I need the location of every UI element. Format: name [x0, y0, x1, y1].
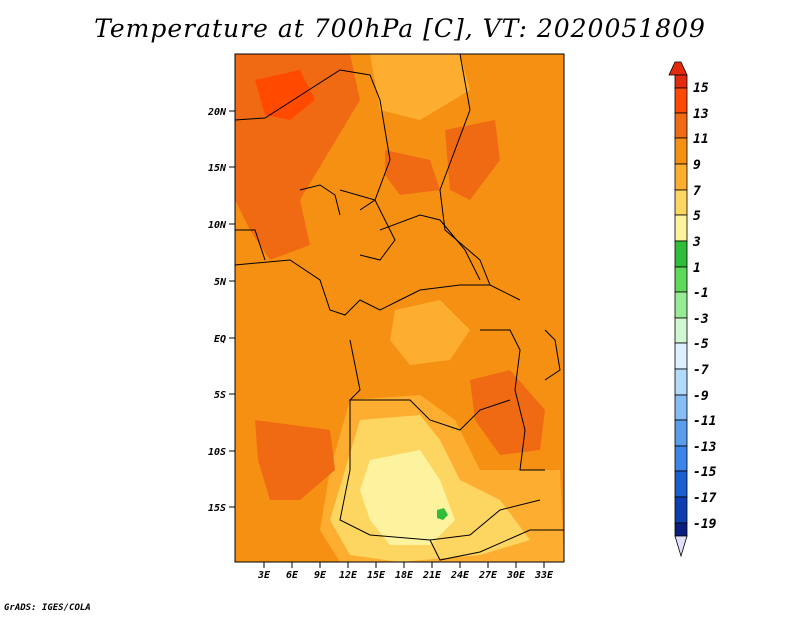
- x-tick-label: 3E: [257, 570, 271, 581]
- colorbar-label: 11: [693, 132, 709, 147]
- colorbar-segment: [674, 419, 688, 447]
- chart-title: Temperature at 700hPa [C], VT: 202005180…: [94, 14, 706, 43]
- field-1-3: [437, 508, 448, 520]
- y-tick-label: 15N: [208, 163, 227, 174]
- colorbar-segment: [674, 137, 688, 165]
- colorbar-segment: [674, 368, 688, 396]
- colorbar-label: -3: [693, 312, 709, 327]
- colorbar-label: -17: [693, 491, 717, 506]
- colorbar-segment: [674, 214, 688, 242]
- colorbar-segment: [674, 291, 688, 319]
- colorbar-label: 15: [693, 81, 709, 96]
- colorbar-segment: [674, 445, 688, 472]
- field-7-9: [370, 54, 470, 120]
- colorbar-segment: [674, 240, 688, 268]
- credit-text: GrADS: IGES/COLA: [4, 603, 91, 613]
- x-tick-label: 33E: [534, 570, 554, 581]
- colorbar-segment: [674, 266, 688, 293]
- colorbar-label: -1: [693, 286, 709, 301]
- y-tick-label: EQ: [214, 334, 226, 345]
- x-tick-label: 12E: [339, 570, 358, 581]
- colorbar-segment: [674, 112, 688, 139]
- colorbar-label: 13: [693, 107, 709, 122]
- x-tick-label: 6E: [286, 570, 299, 581]
- colorbar-segment: [674, 189, 688, 216]
- field-11-13-sw: [255, 420, 335, 500]
- colorbar-label: -13: [693, 440, 717, 455]
- x-tick-label: 18E: [395, 570, 414, 581]
- y-tick-label: 10N: [208, 220, 227, 231]
- colorbar-segment: [674, 87, 688, 114]
- colorbar-segment: [674, 496, 688, 524]
- colorbar-segment: [674, 342, 688, 370]
- colorbar-top-arrow: [668, 61, 688, 76]
- y-tick-label: 20N: [207, 107, 227, 118]
- colorbar-label: -7: [693, 363, 709, 378]
- map-area: [234, 53, 565, 563]
- colorbar-segment: [674, 522, 688, 537]
- colorbar: 15 13 11 9 7 5 3 1 -1 -3 -5 -7 -9 -11 -1…: [668, 61, 717, 558]
- field-11-13-se: [470, 370, 545, 455]
- map-frame: [234, 53, 565, 563]
- colorbar-label: 9: [693, 158, 701, 173]
- colorbar-label: -11: [693, 414, 716, 429]
- y-tick-label: 15S: [208, 503, 226, 514]
- x-tick-label: 15E: [367, 570, 386, 581]
- colorbar-segment: [674, 74, 688, 89]
- country-borders: [234, 53, 564, 561]
- field-13-15: [255, 70, 315, 120]
- colorbar-label: -9: [693, 389, 709, 404]
- colorbar-label: -19: [693, 517, 717, 532]
- colorbar-label: -15: [693, 465, 717, 480]
- colorbar-segment: [674, 470, 688, 498]
- y-tick-label: 5S: [214, 390, 226, 401]
- colorbar-label: 7: [693, 184, 701, 199]
- colorbar-label: 1: [693, 261, 701, 276]
- colorbar-segment: [674, 394, 688, 421]
- x-axis: 3E 6E 9E 12E 15E 18E 21E 24E 27E 30E 33E: [257, 562, 554, 581]
- y-tick-label: 5N: [214, 277, 227, 288]
- y-axis: 20N 15N 10N 5N EQ 5S 10S 15S: [207, 107, 235, 514]
- colorbar-segment: [674, 163, 688, 191]
- x-tick-label: 27E: [478, 570, 498, 581]
- colorbar-bottom-arrow: [674, 535, 688, 558]
- colorbar-segment: [674, 317, 688, 344]
- colorbar-label: 3: [692, 235, 701, 250]
- x-tick-label: 24E: [450, 570, 470, 581]
- field-11-13-ne: [385, 150, 440, 195]
- field-3-5: [360, 450, 455, 545]
- x-tick-label: 21E: [422, 570, 442, 581]
- field-7-9-mid: [390, 300, 470, 365]
- colorbar-label: -5: [693, 337, 709, 352]
- colorbar-label: 5: [693, 209, 701, 224]
- x-tick-label: 30E: [506, 570, 526, 581]
- x-tick-label: 9E: [314, 570, 327, 581]
- y-tick-label: 10S: [208, 447, 226, 458]
